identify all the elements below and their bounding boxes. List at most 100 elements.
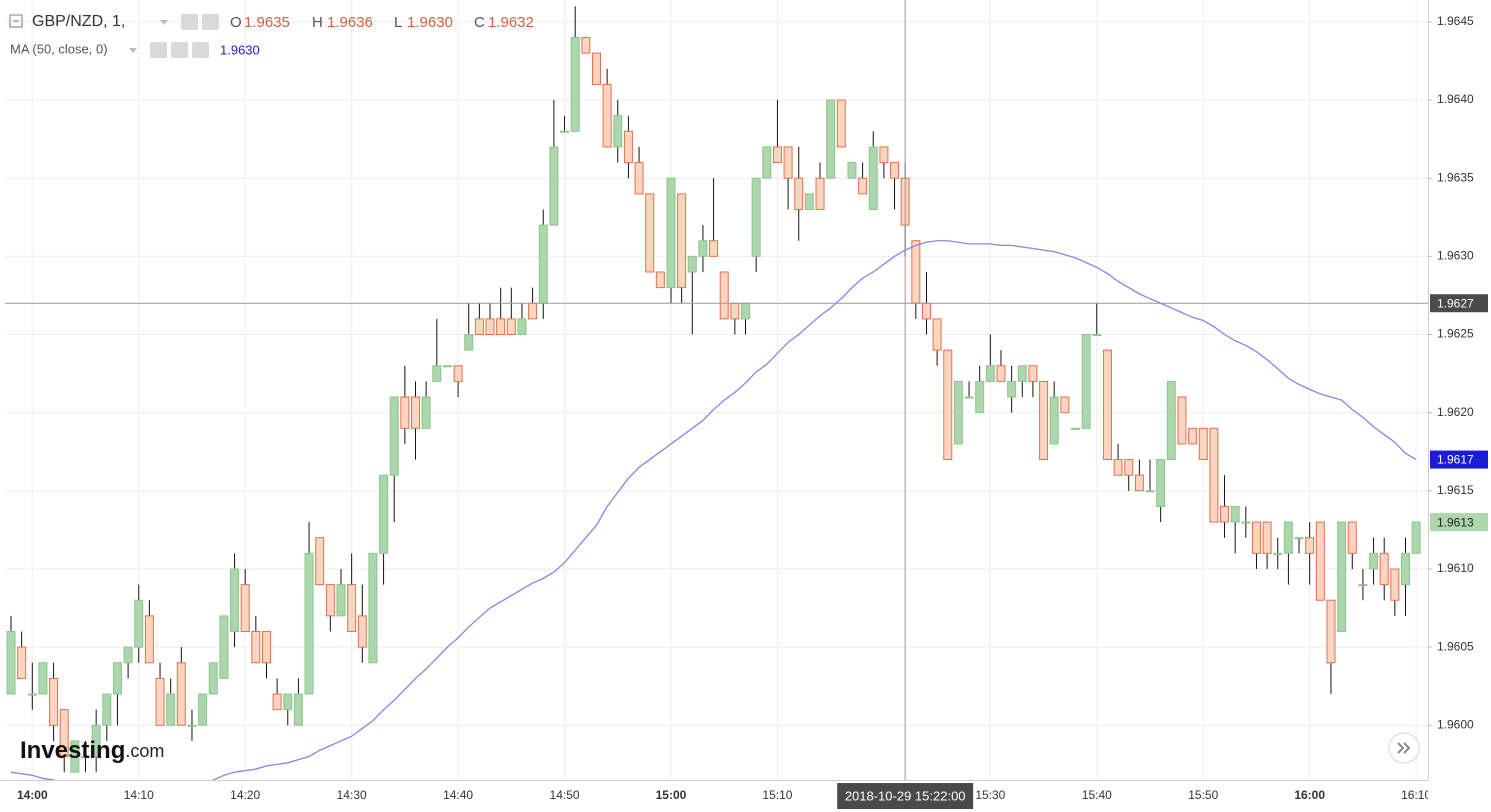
candle-body bbox=[27, 693, 37, 696]
crosshair-price-bg bbox=[1430, 294, 1488, 313]
candle-body bbox=[432, 365, 442, 382]
scroll-button[interactable] bbox=[1388, 732, 1420, 764]
candle-body bbox=[230, 568, 240, 633]
candle-body bbox=[1007, 380, 1017, 398]
candle-body bbox=[134, 599, 144, 648]
eye-button[interactable] bbox=[181, 14, 198, 30]
candle-body bbox=[709, 240, 719, 257]
candle-body bbox=[123, 646, 133, 664]
high-label: H bbox=[312, 14, 323, 31]
candle-body bbox=[570, 37, 580, 132]
candle-body bbox=[102, 693, 112, 726]
candle-body bbox=[645, 193, 655, 273]
candle-body bbox=[400, 396, 410, 429]
indicator-lines bbox=[10, 240, 1417, 780]
y-tick-label: 1.9615 bbox=[1437, 483, 1474, 497]
settings-button[interactable] bbox=[202, 14, 219, 30]
y-tick-label: 1.9630 bbox=[1437, 249, 1474, 263]
candle-body bbox=[1326, 599, 1336, 664]
candle-body bbox=[890, 162, 900, 179]
candle-body bbox=[719, 271, 729, 320]
last-price-bg bbox=[1430, 513, 1488, 532]
x-tick-label: 14:20 bbox=[230, 788, 260, 802]
candle-body bbox=[261, 631, 271, 664]
candle-body bbox=[347, 584, 357, 633]
logo: Investing.com bbox=[20, 737, 164, 764]
indicator-value: 1.9630 bbox=[220, 42, 260, 57]
candle-body bbox=[794, 177, 804, 210]
candle-body bbox=[613, 115, 623, 148]
candle-body bbox=[528, 302, 538, 320]
crosshair bbox=[5, 0, 1428, 780]
x-tick-label: 14:30 bbox=[337, 788, 367, 802]
candle-body bbox=[634, 162, 644, 195]
candle-body bbox=[1294, 537, 1304, 540]
candle-body bbox=[730, 302, 740, 320]
time-axis: 14:00 14:10 14:20 14:30 14:40 14:50 15:00 15:10… bbox=[17, 788, 1428, 802]
candle-body bbox=[251, 631, 261, 664]
settings-button[interactable] bbox=[171, 42, 188, 58]
candle-body bbox=[1273, 552, 1283, 555]
candle-body bbox=[112, 662, 122, 695]
low-value: 1.9630 bbox=[407, 14, 453, 31]
candle-body bbox=[208, 662, 218, 695]
candle-body bbox=[389, 396, 399, 476]
indicator-legend: MA (50, close, 0) 1.9630 bbox=[10, 41, 260, 58]
candle-body bbox=[453, 365, 463, 382]
candle-body bbox=[815, 177, 825, 210]
candle-body bbox=[1049, 396, 1059, 445]
collapse-button[interactable] bbox=[9, 14, 23, 28]
candle-body bbox=[1251, 521, 1261, 554]
candle-body bbox=[1358, 584, 1368, 587]
candle-body bbox=[538, 224, 548, 304]
candle-body bbox=[1305, 537, 1315, 554]
candle-body bbox=[1262, 521, 1272, 554]
candle-body bbox=[698, 240, 708, 257]
candle-body bbox=[198, 693, 208, 726]
candle-body bbox=[1283, 521, 1293, 554]
eye-button[interactable] bbox=[150, 42, 167, 58]
logo-main: Investing bbox=[20, 737, 125, 764]
candle-body bbox=[1198, 427, 1208, 461]
candle-body bbox=[293, 693, 303, 726]
y-tick-label: 1.9610 bbox=[1437, 561, 1474, 575]
candle-body bbox=[1411, 521, 1421, 554]
candle-body bbox=[1028, 365, 1038, 382]
last-price: 1.9613 bbox=[1437, 515, 1474, 529]
close-label: C bbox=[474, 14, 485, 31]
candle-body bbox=[368, 552, 378, 664]
candle-body bbox=[81, 756, 91, 759]
candle-body bbox=[283, 693, 293, 711]
x-tick-label: 14:50 bbox=[550, 788, 580, 802]
crosshair-time: 2018-10-29 15:22:00 bbox=[845, 788, 966, 803]
x-tick-label: 15:10 bbox=[762, 788, 792, 802]
candle-body bbox=[836, 99, 846, 148]
candle-body bbox=[1166, 380, 1176, 461]
candle-body bbox=[1145, 490, 1155, 493]
candle-body bbox=[70, 740, 80, 773]
dropdown-arrow[interactable] bbox=[129, 48, 137, 53]
candle-body bbox=[868, 146, 878, 210]
x-tick-label: 14:40 bbox=[443, 788, 473, 802]
candle-body bbox=[442, 365, 452, 368]
ma-last-price-bg bbox=[1430, 450, 1488, 469]
candle-body bbox=[1347, 521, 1357, 554]
candle-body bbox=[666, 177, 676, 289]
candle-body bbox=[1220, 505, 1230, 523]
candle-body bbox=[1156, 459, 1166, 507]
remove-button[interactable] bbox=[192, 42, 209, 58]
candle-body bbox=[219, 615, 229, 679]
dropdown-arrow[interactable] bbox=[160, 20, 168, 25]
symbol: GBP/NZD, 1, bbox=[32, 13, 125, 30]
candle-body bbox=[847, 162, 857, 179]
candle-body bbox=[38, 662, 48, 695]
candle-body bbox=[1230, 505, 1240, 523]
candle-body bbox=[166, 693, 176, 726]
candle-body bbox=[751, 177, 761, 257]
candle-body bbox=[187, 724, 197, 727]
y-tick-label: 1.9625 bbox=[1437, 327, 1474, 341]
candle-body bbox=[411, 396, 421, 429]
ma-line bbox=[10, 240, 1417, 780]
